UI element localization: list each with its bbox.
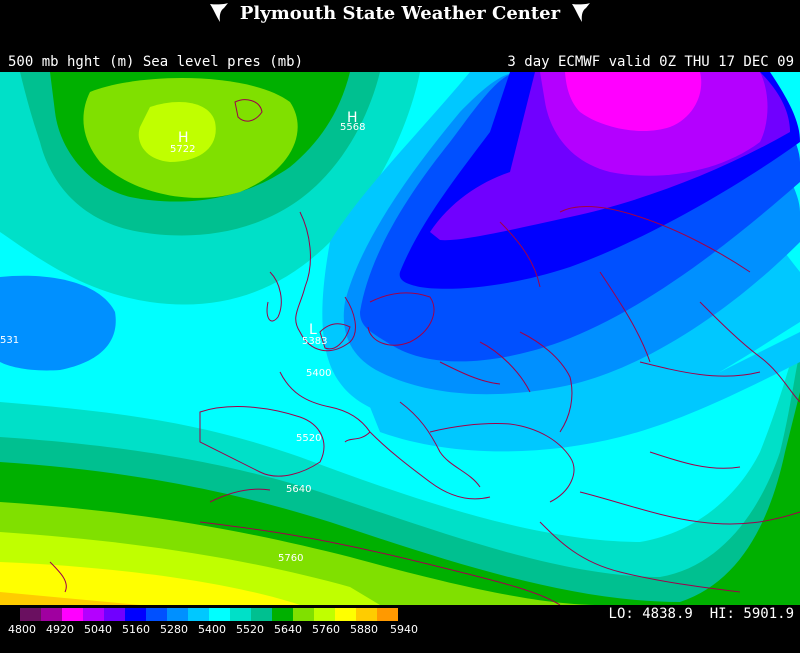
hi-label: HI: <box>709 606 735 622</box>
legend-tick-label: 5640 <box>274 623 302 636</box>
min-max-readout: LO: 4838.9 HI: 5901.9 <box>609 606 794 622</box>
color-legend: 4800 4920 5040 5160 5280 5400 5520 5640 5760 5880… <box>8 608 418 636</box>
contour-label-5383: 5383 <box>302 336 327 347</box>
contour-bands <box>0 72 800 605</box>
lo-label: LO: <box>608 606 634 622</box>
legend-swatch <box>188 608 209 621</box>
contour-label-5640: 5640 <box>286 484 311 495</box>
high-symbol: H <box>347 110 358 126</box>
high-symbol: H <box>178 130 189 146</box>
legend-swatch <box>83 608 104 621</box>
legend-swatch <box>41 608 62 621</box>
header-title: Plymouth State Weather Center <box>239 2 561 24</box>
legend-swatch <box>209 608 230 621</box>
legend-swatch <box>104 608 125 621</box>
legend-tick-label: 5280 <box>160 623 188 636</box>
hi-value: 5901.9 <box>743 606 794 622</box>
tornado-icon <box>572 3 591 22</box>
contour-label-5520: 5520 <box>296 433 321 444</box>
header-banner: Plymouth State Weather Center <box>0 0 800 26</box>
coastline-borders <box>49 99 800 605</box>
legend-tick-label: 5400 <box>198 623 226 636</box>
contour-label-5568: 5568 <box>340 122 365 133</box>
legend-swatch <box>293 608 314 621</box>
contour-label-5400: 5400 <box>306 368 331 379</box>
contour-label-531: 531 <box>0 335 19 346</box>
subheader: 500 mb hght (m) Sea level pres (mb) 3 da… <box>0 52 800 72</box>
lo-value: 4838.9 <box>642 606 693 622</box>
field-description: 500 mb hght (m) Sea level pres (mb) <box>8 54 304 70</box>
contour-labels: H 5722 H 5568 531 L 5383 5400 5520 5640 … <box>0 110 365 564</box>
legend-swatch <box>356 608 377 621</box>
legend-swatch <box>377 608 398 621</box>
legend-swatch <box>146 608 167 621</box>
legend-swatches <box>20 608 398 621</box>
legend-tick-label: 5940 <box>390 623 418 636</box>
legend-tick-label: 5040 <box>84 623 112 636</box>
height-map: H 5722 H 5568 531 L 5383 5400 5520 5640 … <box>0 72 800 605</box>
legend-swatch <box>251 608 272 621</box>
legend-tick-label: 5880 <box>350 623 378 636</box>
contour-label-5722: 5722 <box>170 144 195 155</box>
legend-swatch <box>272 608 293 621</box>
legend-swatch <box>125 608 146 621</box>
valid-time: 3 day ECMWF valid 0Z THU 17 DEC 09 <box>507 54 794 70</box>
legend-tick-label: 4920 <box>46 623 74 636</box>
legend-tick-label: 4800 <box>8 623 36 636</box>
legend-swatch <box>335 608 356 621</box>
legend-swatch <box>314 608 335 621</box>
legend-tick-label: 5520 <box>236 623 264 636</box>
legend-swatch <box>230 608 251 621</box>
legend-swatch <box>20 608 41 621</box>
legend-tick-label: 5160 <box>122 623 150 636</box>
tornado-icon <box>209 3 228 22</box>
legend-ticks: 4800 4920 5040 5160 5280 5400 5520 5640 5760 5880… <box>8 623 418 636</box>
contour-label-5760: 5760 <box>278 553 303 564</box>
legend-tick-label: 5760 <box>312 623 340 636</box>
legend-swatch <box>62 608 83 621</box>
legend-swatch <box>167 608 188 621</box>
low-symbol: L <box>309 322 317 338</box>
